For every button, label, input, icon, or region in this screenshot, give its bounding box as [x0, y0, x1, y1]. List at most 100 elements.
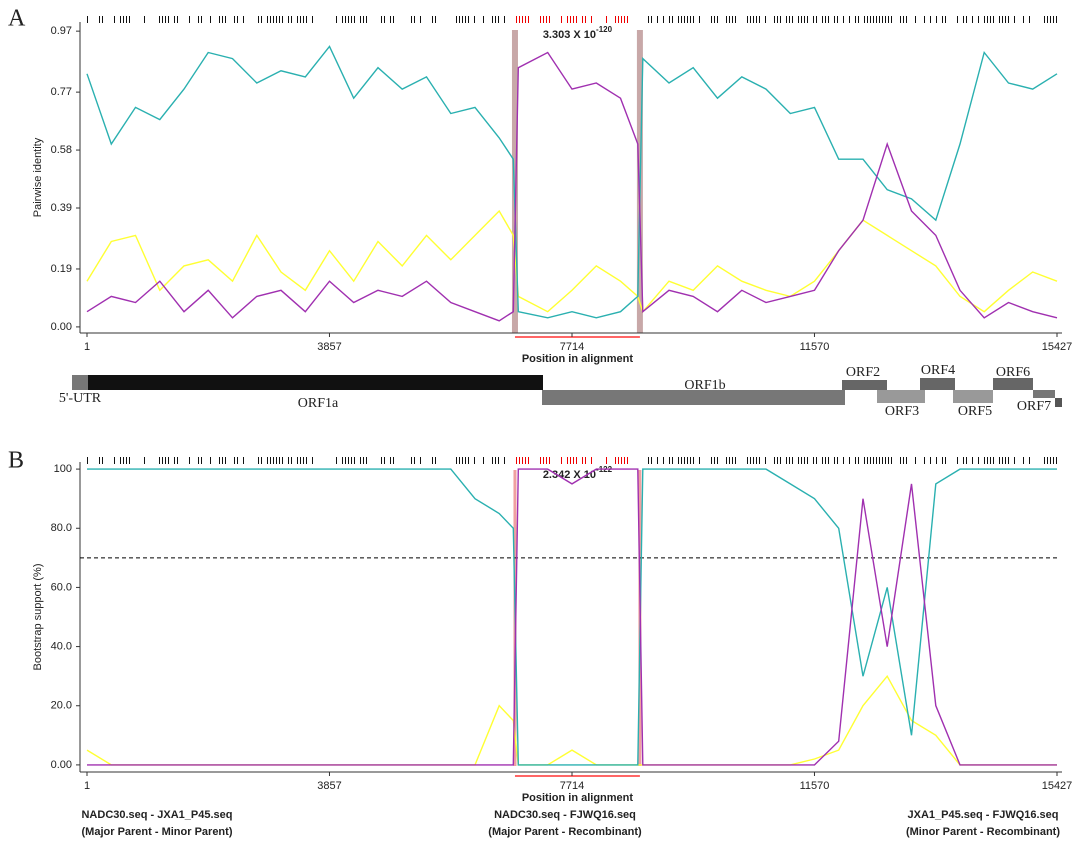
site-tick	[348, 16, 349, 23]
site-tick	[165, 457, 166, 464]
x-tick-label: 11570	[800, 341, 830, 353]
site-tick	[123, 16, 124, 23]
site-tick	[468, 16, 469, 23]
site-tick	[504, 16, 505, 23]
site-tick	[363, 457, 364, 464]
site-tick	[336, 16, 337, 23]
site-tick	[876, 16, 877, 23]
site-tick	[747, 16, 748, 23]
site-tick	[966, 457, 967, 464]
site-tick	[312, 457, 313, 464]
site-tick	[891, 457, 892, 464]
legend-role: (Major Parent - Recombinant)	[488, 826, 642, 838]
genome-segment	[72, 375, 88, 390]
y-tick-label: 60.0	[51, 581, 72, 593]
site-tick	[822, 16, 823, 23]
series-line	[86, 45, 1058, 319]
site-tick	[714, 457, 715, 464]
x-tick-label: 11570	[800, 780, 830, 792]
site-tick	[993, 16, 994, 23]
site-tick	[870, 16, 871, 23]
site-tick	[345, 16, 346, 23]
site-tick	[963, 16, 964, 23]
site-tick	[123, 457, 124, 464]
site-tick	[987, 16, 988, 23]
site-tick	[198, 457, 199, 464]
site-tick	[837, 16, 838, 23]
site-tick	[732, 457, 733, 464]
y-tick-label: 100	[54, 463, 72, 475]
site-tick	[267, 457, 268, 464]
site-tick	[414, 457, 415, 464]
site-tick	[855, 457, 856, 464]
site-tick	[303, 457, 304, 464]
site-tick	[978, 457, 979, 464]
site-tick	[1044, 16, 1045, 23]
site-tick	[873, 16, 874, 23]
site-tick	[834, 16, 835, 23]
site-tick	[717, 16, 718, 23]
legend-name: NADC30.seq - JXA1_P45.seq	[81, 809, 232, 821]
site-tick	[627, 16, 628, 23]
y-tick-label: 20.0	[51, 700, 72, 712]
x-tick-label: 3857	[317, 780, 341, 792]
site-tick	[906, 16, 907, 23]
site-tick	[126, 457, 127, 464]
site-tick	[879, 16, 880, 23]
site-tick	[366, 457, 367, 464]
site-tick	[498, 16, 499, 23]
site-tick	[291, 16, 292, 23]
genome-segment	[1033, 390, 1055, 398]
site-tick	[189, 457, 190, 464]
site-tick	[699, 457, 700, 464]
site-tick	[210, 457, 211, 464]
site-tick	[585, 16, 586, 23]
x-axis-title: Position in alignment	[522, 792, 634, 804]
site-tick	[348, 457, 349, 464]
panel-label: B	[8, 448, 24, 474]
site-tick	[999, 16, 1000, 23]
site-tick	[456, 16, 457, 23]
site-tick	[159, 457, 160, 464]
site-tick	[813, 16, 814, 23]
site-tick	[522, 457, 523, 464]
site-tick	[930, 16, 931, 23]
genome-segment	[993, 378, 1033, 390]
site-tick	[102, 457, 103, 464]
y-tick-label: 0.77	[51, 86, 72, 98]
site-tick	[219, 457, 220, 464]
site-tick	[528, 16, 529, 23]
x-tick-label: 7714	[560, 341, 584, 353]
site-tick	[849, 457, 850, 464]
site-tick	[270, 16, 271, 23]
site-tick	[570, 457, 571, 464]
site-tick	[750, 16, 751, 23]
site-tick	[843, 457, 844, 464]
site-tick	[936, 16, 937, 23]
site-tick	[528, 457, 529, 464]
site-tick	[567, 457, 568, 464]
site-tick	[987, 457, 988, 464]
site-tick	[606, 457, 607, 464]
site-tick	[747, 457, 748, 464]
site-tick	[732, 16, 733, 23]
site-tick	[672, 16, 673, 23]
site-tick	[945, 16, 946, 23]
site-tick	[825, 16, 826, 23]
genome-label: ORF2	[846, 365, 880, 380]
site-tick	[174, 457, 175, 464]
site-tick	[690, 457, 691, 464]
genome-segment	[88, 375, 543, 390]
site-tick	[390, 457, 391, 464]
site-tick	[801, 16, 802, 23]
site-tick	[336, 457, 337, 464]
site-tick	[900, 16, 901, 23]
site-tick	[1014, 457, 1015, 464]
p-value-exponent: -120	[596, 25, 613, 34]
site-tick	[882, 16, 883, 23]
site-tick	[219, 16, 220, 23]
y-tick-label: 0.00	[51, 759, 72, 771]
site-tick	[711, 16, 712, 23]
genome-segment	[920, 378, 955, 390]
site-tick	[972, 457, 973, 464]
